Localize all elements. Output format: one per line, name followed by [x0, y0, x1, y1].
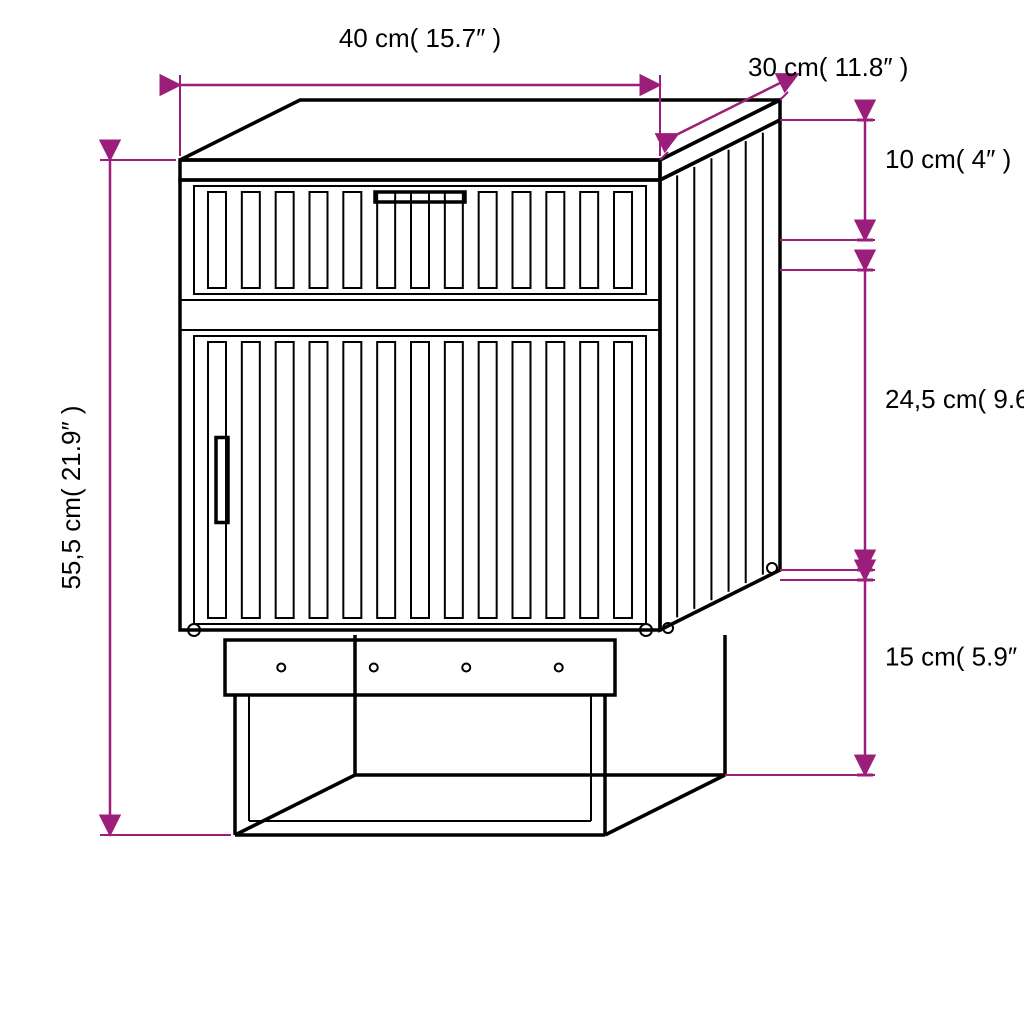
dim-width: 40 cm( 15.7″ ): [339, 23, 501, 53]
dim-drawer: 10 cm( 4″ ): [885, 144, 1011, 174]
dim-legs: 15 cm( 5.9″ ): [885, 642, 1024, 672]
dim-depth: 30 cm( 11.8″ ): [748, 52, 908, 82]
dim-height: 55,5 cm( 21.9″ ): [56, 405, 86, 589]
dim-door: 24,5 cm( 9.6″ ): [885, 384, 1024, 414]
